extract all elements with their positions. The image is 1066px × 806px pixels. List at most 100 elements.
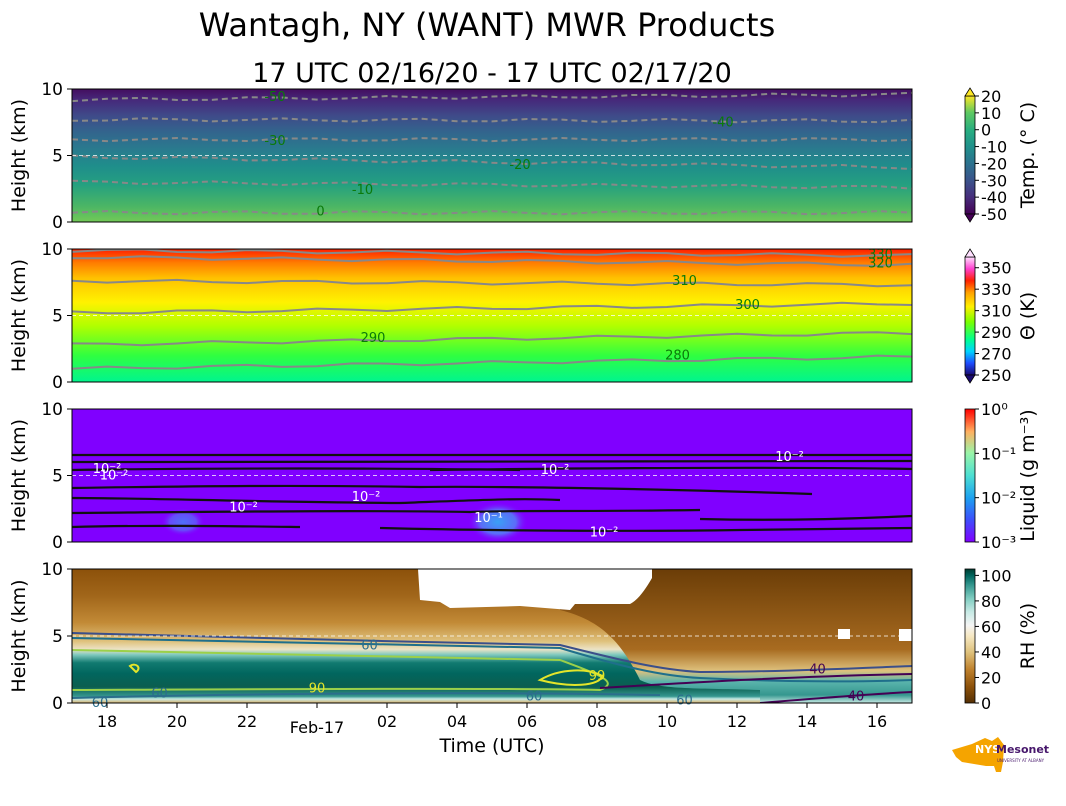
- y-axis-label: Height (km): [8, 99, 30, 212]
- theta-colorbar: [964, 256, 976, 376]
- colorbar-tick-label: 10⁻²: [981, 489, 1016, 508]
- liquid-contour-labels: 10⁻²10⁻²10⁻²10⁻²10⁻²10⁻²10⁻¹10⁻²: [72, 450, 912, 541]
- contour-label: 60: [151, 687, 168, 702]
- contour-line: [72, 354, 912, 370]
- contour-line: [72, 91, 912, 103]
- contour-line: [72, 331, 912, 347]
- colorbar-tick-label: 80: [981, 592, 1001, 611]
- theta-colorbar-bottom-arrow: [964, 374, 976, 384]
- contour-line: [72, 255, 912, 267]
- contour-label: -20: [509, 158, 530, 173]
- y-tick-label: 0: [52, 213, 63, 233]
- x-tick-label: 04: [447, 712, 467, 731]
- y-tick-label: 10: [41, 400, 63, 420]
- x-tick-label: 02: [377, 712, 397, 731]
- contour-line: [72, 154, 912, 170]
- colorbar-tick-label: 10: [981, 104, 1001, 123]
- x-tick-label: 20: [167, 712, 187, 731]
- colorbar-tick-label: 290: [981, 323, 1012, 342]
- contour-label: 90: [309, 681, 326, 696]
- x-tick-label: 12: [727, 712, 747, 731]
- rh-colorbar: [964, 568, 976, 704]
- liquid-blob: [161, 508, 205, 536]
- y-tick-label: 10: [41, 80, 63, 100]
- contour-label: 280: [665, 348, 690, 363]
- contour-label: 290: [361, 331, 386, 346]
- colorbar-tick-label: 270: [981, 345, 1012, 364]
- colorbar-tick-label: 20: [981, 668, 1001, 687]
- contour-label: 310: [672, 274, 697, 289]
- colorbar-tick-label: 20: [981, 87, 1001, 106]
- x-tick-label: 16: [867, 712, 887, 731]
- contour-label: 60: [676, 693, 693, 708]
- y-tick-label: 0: [52, 694, 63, 714]
- contour-line: [72, 249, 912, 258]
- liquid-contour-lines: [72, 453, 912, 532]
- contour-line: [72, 136, 912, 143]
- colorbar-tick-label: -40: [981, 188, 1007, 207]
- contour-label: 10⁻²: [541, 463, 570, 478]
- x-tick-label: 06: [517, 712, 537, 731]
- colorbar-tick-label: 250: [981, 366, 1012, 385]
- y-tick-label: 0: [52, 373, 63, 393]
- x-tick-label: 10: [657, 712, 677, 731]
- rh-missing-region: [418, 569, 652, 610]
- colorbar-tick-label: 60: [981, 617, 1001, 636]
- contour-line: [72, 117, 912, 124]
- figure-subtitle: 17 UTC 02/16/20 - 17 UTC 02/17/20: [252, 58, 732, 89]
- contour-label: -10: [352, 183, 373, 198]
- colorbar-tick-label: 10⁻³: [981, 533, 1016, 552]
- colorbar-tick-label: -30: [981, 171, 1007, 190]
- contour-line: [72, 179, 912, 190]
- nys-mesonet-logo: NYS Mesonet UNIVERSITY AT ALBANY: [952, 737, 1049, 772]
- y-axis-label: Height (km): [8, 579, 30, 692]
- contour-label: 99: [589, 669, 606, 684]
- contour-label: 10⁻²: [100, 469, 129, 484]
- contour-label: 10⁻²: [352, 490, 381, 505]
- y-tick-label: 10: [41, 240, 63, 260]
- logo-prefix: NYS: [975, 743, 1000, 756]
- x-tick-label: 08: [587, 712, 607, 731]
- logo-name: Mesonet: [996, 743, 1049, 756]
- y-tick-label: 10: [41, 560, 63, 580]
- y-axis-label: Height (km): [8, 419, 30, 532]
- contour-label: 60: [526, 689, 543, 704]
- contour-label: 40: [809, 663, 826, 678]
- temperature-contours: 0 -10 -20 -30 -40 -50: [72, 90, 912, 219]
- colorbar-tick-label: 40: [981, 643, 1001, 662]
- y-tick-label: 5: [52, 147, 63, 167]
- contour-label: -30: [264, 134, 285, 149]
- colorbar-label: RH (%): [1017, 603, 1039, 669]
- rh-missing-region: [899, 629, 912, 641]
- temperature-colorbar: [964, 95, 976, 215]
- colorbar-tick-label: -10: [981, 138, 1007, 157]
- theta-colorbar-top-arrow: [964, 248, 976, 258]
- colorbar-label: Liquid (g m⁻³): [1017, 409, 1039, 541]
- colorbar-tick-label: -20: [981, 154, 1007, 173]
- rh-contour-lines: [72, 632, 912, 703]
- contour-label: 320: [868, 257, 893, 272]
- x-tick-label: Feb-17: [290, 718, 344, 737]
- y-axis-label: Height (km): [8, 259, 30, 372]
- colorbar-label: Temp. (° C): [1017, 102, 1039, 209]
- contour-label: 300: [735, 298, 760, 313]
- colorbar-label: Θ (K): [1017, 292, 1039, 340]
- contour-line: [72, 278, 912, 288]
- temperature-panel: 0 -10 -20 -30 -40 -50: [71, 88, 913, 223]
- colorbar-tick-label: 330: [981, 280, 1012, 299]
- contour-label: 40: [848, 689, 865, 704]
- contour-label: 0: [316, 204, 324, 219]
- colorbar-tick-label: 10⁻¹: [981, 444, 1016, 463]
- rh-missing-region: [838, 629, 850, 639]
- contour-label: -40: [712, 115, 733, 130]
- colorbar-tick-label: 10⁰: [981, 400, 1008, 419]
- contour-label: 10⁻²: [775, 450, 804, 465]
- axes: 0 5 10 Height (km) 0 5 10 Height (km) 0 5 10 Height…: [8, 80, 887, 757]
- temperature-colorbar-bottom-arrow: [964, 213, 976, 223]
- x-tick-label: 22: [237, 712, 257, 731]
- liquid-panel: 10⁻²10⁻²10⁻²10⁻²10⁻²10⁻²10⁻¹10⁻²: [71, 408, 913, 543]
- colorbar-tick-label: 0: [981, 694, 991, 713]
- contour-label: 10⁻²: [229, 500, 258, 515]
